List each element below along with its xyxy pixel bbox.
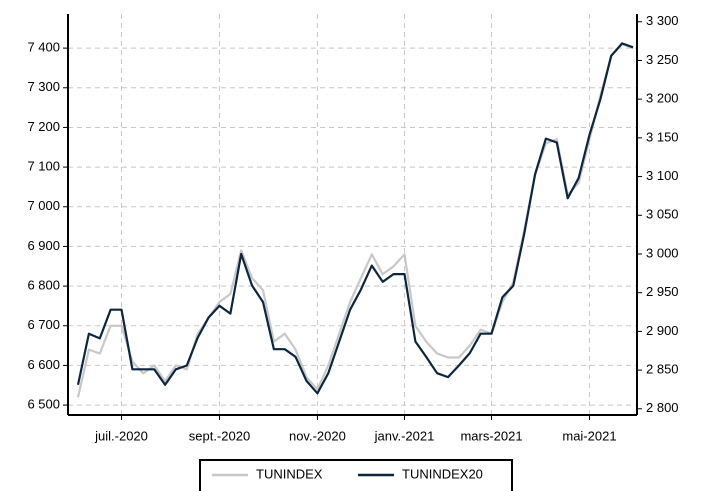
- y2-tick-label: 2 950: [646, 284, 679, 299]
- y2-tick-label: 3 000: [646, 245, 679, 260]
- y-tick-label: 6 500: [27, 397, 60, 412]
- x-tick-label: mars-2021: [460, 428, 522, 443]
- x-tick-label: sept.-2020: [189, 428, 250, 443]
- x-tick-label: juil.-2020: [94, 428, 148, 443]
- x-tick-label: janv.-2021: [374, 428, 435, 443]
- y2-tick-label: 3 200: [646, 91, 679, 106]
- y2-tick-label: 2 800: [646, 400, 679, 415]
- y-tick-label: 7 400: [27, 40, 60, 55]
- line-series: [76, 42, 634, 395]
- y-tick-label: 6 700: [27, 317, 60, 332]
- x-tick-label: mai-2021: [562, 428, 616, 443]
- y2-tick-label: 3 050: [646, 207, 679, 222]
- y-tick-label: 6 900: [27, 238, 60, 253]
- y-tick-label: 7 000: [27, 198, 60, 213]
- y2-tick-label: 3 150: [646, 129, 679, 144]
- legend-label: TUNINDEX20: [402, 466, 483, 481]
- y2-tick-label: 3 300: [646, 13, 679, 28]
- legend-label: TUNINDEX: [256, 466, 323, 481]
- y-tick-label: 7 200: [27, 119, 60, 134]
- y2-tick-label: 3 100: [646, 168, 679, 183]
- x-tick-label: nov.-2020: [289, 428, 346, 443]
- y2-tick-label: 2 850: [646, 362, 679, 377]
- y-tick-label: 7 100: [27, 159, 60, 174]
- y2-tick-label: 2 900: [646, 323, 679, 338]
- y-tick-label: 6 600: [27, 357, 60, 372]
- y-tick-label: 6 800: [27, 278, 60, 293]
- y-tick-label: 7 300: [27, 79, 60, 94]
- y2-tick-label: 3 250: [646, 52, 679, 67]
- legend-box: [199, 459, 513, 491]
